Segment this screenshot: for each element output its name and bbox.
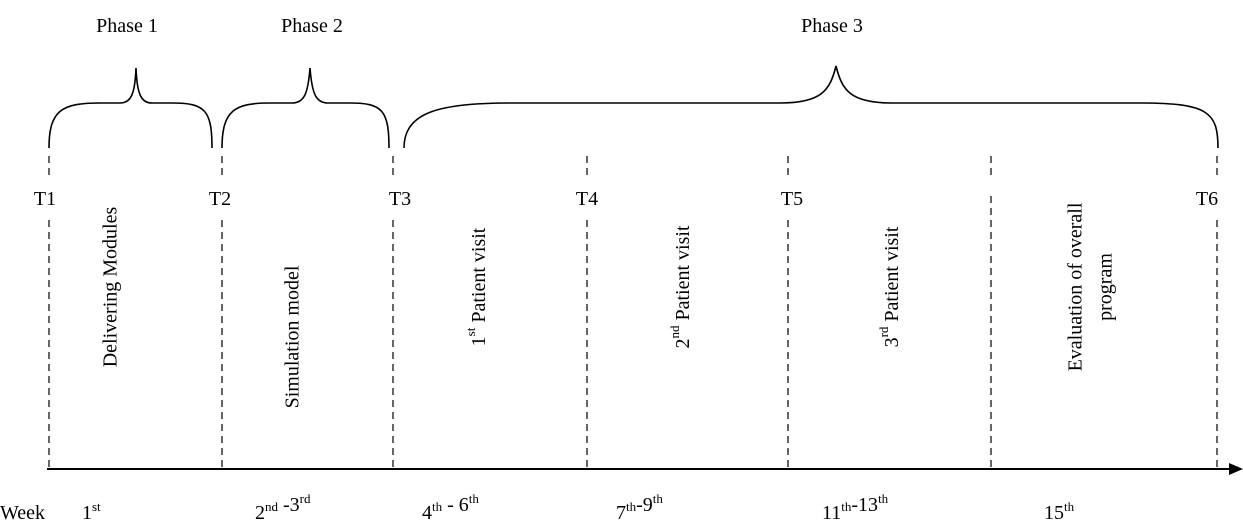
timepoint-t6: T6 xyxy=(1196,188,1218,210)
timepoint-t2: T2 xyxy=(209,188,231,210)
activity-label: 2nd Patient visit xyxy=(667,225,694,348)
activity-label: program xyxy=(1095,253,1117,321)
week-value: 15th xyxy=(1044,499,1075,524)
week-value: 11th-13th xyxy=(822,491,889,524)
timepoint-t5: T5 xyxy=(781,188,803,210)
activity-label: Simulation model xyxy=(282,265,304,408)
phase-2-label: Phase 2 xyxy=(281,15,343,37)
activity-labels: Delivering Modules Simulation model 1st Pa… xyxy=(100,202,1117,408)
activity-label: Delivering Modules xyxy=(100,207,122,368)
week-value: 2nd -3rd xyxy=(255,491,311,524)
timepoint-t4: T4 xyxy=(576,188,598,210)
phase-1-brace xyxy=(48,67,213,149)
phase-3-label: Phase 3 xyxy=(801,15,863,37)
phase-1-label: Phase 1 xyxy=(96,15,158,37)
week-value: 4th - 6th xyxy=(422,491,479,524)
week-label: Week xyxy=(0,502,45,524)
phase-2-brace xyxy=(221,67,390,149)
week-value: 1st xyxy=(82,499,101,524)
activity-label: Evaluation of overall xyxy=(1065,202,1087,371)
activity-label: 3rd Patient visit xyxy=(876,226,903,347)
week-values: 1st 2nd -3rd 4th - 6th 7th-9th 11th-13th 15th xyxy=(82,491,1075,524)
timepoint-t3: T3 xyxy=(389,188,411,210)
week-value: 7th-9th xyxy=(616,491,663,524)
activity-label: 1st Patient visit xyxy=(463,227,490,346)
timepoint-t1: T1 xyxy=(34,188,56,210)
phase-3-brace xyxy=(403,65,1219,149)
timeline-arrowhead xyxy=(1229,463,1243,475)
